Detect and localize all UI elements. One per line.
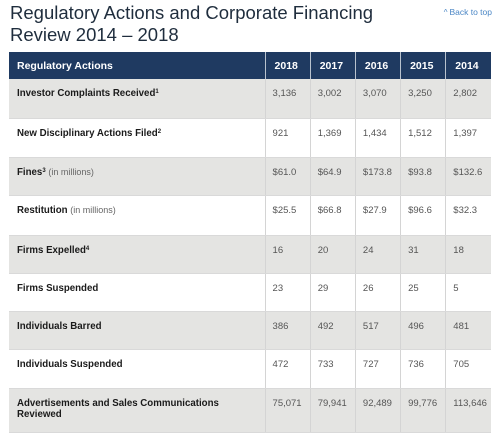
unit-note: (in millions)	[70, 204, 116, 215]
row-label-text: Fines	[17, 166, 43, 178]
table-cell: 3,250	[400, 79, 447, 119]
row-label: New Disciplinary Actions Filed2	[9, 118, 266, 158]
table-cell: 20	[310, 235, 356, 274]
table-cell: 1,434	[355, 118, 402, 158]
table-cell: 3,070	[355, 79, 402, 119]
table-cell: 29	[310, 273, 356, 312]
row-label: Firms Suspended	[9, 273, 266, 312]
column-header-year: 2015	[400, 52, 447, 79]
table-cell: 79,941	[310, 388, 356, 433]
table-cell: 16	[265, 235, 311, 274]
table-cell: 24	[355, 235, 402, 274]
table-row: New Disciplinary Actions Filed2 921 1,36…	[9, 118, 491, 158]
table-cell: $96.6	[400, 195, 447, 236]
table-cell: 5	[445, 273, 491, 312]
table-cell: 92,489	[355, 388, 402, 433]
table-cell: $173.8	[355, 157, 402, 196]
row-label: Individuals Suspended	[9, 349, 266, 389]
table-cell: 23	[265, 273, 311, 312]
table-cell: $61.0	[265, 157, 311, 196]
table-cell: 733	[310, 349, 356, 389]
table-row: Investor Complaints Received1 3,136 3,00…	[9, 79, 491, 119]
table-cell: 727	[355, 349, 402, 389]
table-row: Fines3 (in millions) $61.0 $64.9 $173.8 …	[9, 157, 491, 196]
table-cell: 26	[355, 273, 402, 312]
table-row: Restitution (in millions) $25.5 $66.8 $2…	[9, 195, 491, 236]
table-header-row: Regulatory Actions 2018 2017 2016 2015 2…	[9, 52, 491, 79]
table-cell: 736	[400, 349, 447, 389]
table-cell: 496	[400, 311, 447, 350]
table-cell: $64.9	[310, 157, 356, 196]
table-cell: 386	[265, 311, 311, 350]
row-label: Advertisements and Sales Communications …	[9, 388, 266, 433]
table-cell: 1,369	[310, 118, 356, 158]
column-header-label: Regulatory Actions	[9, 52, 266, 79]
table-cell: $25.5	[265, 195, 311, 236]
table-row: Individuals Suspended 472 733 727 736 70…	[9, 349, 491, 389]
row-label: Investor Complaints Received1	[9, 79, 266, 119]
table-cell: 481	[445, 311, 491, 350]
back-to-top-label: Back to top	[449, 7, 492, 17]
footnote-marker: 4	[85, 245, 90, 252]
back-to-top-link[interactable]: ^ Back to top	[444, 7, 492, 17]
table-row: Firms Expelled4 16 20 24 31 18	[9, 235, 491, 274]
row-label-text: Restitution	[17, 204, 68, 216]
regulatory-actions-table: Regulatory Actions 2018 2017 2016 2015 2…	[9, 52, 491, 433]
table-cell: 921	[265, 118, 311, 158]
table-cell: $32.3	[445, 195, 491, 236]
unit-note: (in millions)	[48, 166, 94, 177]
table-cell: $132.6	[445, 157, 491, 196]
table-cell: 517	[355, 311, 402, 350]
table-cell: 99,776	[400, 388, 447, 433]
table-cell: $93.8	[400, 157, 447, 196]
table-row: Firms Suspended 23 29 26 25 5	[9, 273, 491, 312]
table-cell: 705	[445, 349, 491, 389]
row-label-text: Firms Expelled	[17, 244, 86, 256]
column-header-year: 2018	[265, 52, 311, 79]
footnote-marker: 1	[155, 89, 159, 95]
row-label: Firms Expelled4	[9, 235, 266, 274]
caret-up-icon: ^	[443, 8, 448, 17]
column-header-year: 2016	[355, 52, 402, 79]
page-title: Regulatory Actions and Corporate Financi…	[10, 2, 374, 45]
table-cell: 472	[265, 349, 311, 389]
row-label: Individuals Barred	[9, 311, 266, 350]
table-cell: 31	[400, 235, 447, 274]
row-label-text: Investor Complaints Received	[17, 88, 156, 99]
column-header-year: 2014	[445, 52, 491, 79]
table-cell: 113,646	[445, 388, 491, 433]
table-row: Advertisements and Sales Communications …	[9, 388, 491, 433]
table-cell: 25	[400, 273, 447, 312]
page-header: Regulatory Actions and Corporate Financi…	[0, 0, 500, 49]
footnote-marker: 2	[157, 128, 162, 135]
table-cell: 18	[445, 235, 491, 274]
table-row: Individuals Barred 386 492 517 496 481	[9, 311, 491, 350]
row-label: Restitution (in millions)	[9, 195, 266, 236]
table-cell: 3,136	[265, 79, 311, 119]
table-cell: 492	[310, 311, 356, 350]
table-cell: 3,002	[310, 79, 356, 119]
table-cell: 1,512	[400, 118, 447, 158]
table-cell: 75,071	[265, 388, 311, 433]
row-label-text: New Disciplinary Actions Filed	[17, 127, 158, 139]
table-cell: $27.9	[355, 195, 402, 236]
row-label: Fines3 (in millions)	[9, 157, 266, 196]
table-cell: $66.8	[310, 195, 356, 236]
table-cell: 1,397	[445, 118, 491, 158]
footnote-marker: 3	[42, 167, 46, 174]
column-header-year: 2017	[310, 52, 356, 79]
table-cell: 2,802	[445, 79, 491, 119]
